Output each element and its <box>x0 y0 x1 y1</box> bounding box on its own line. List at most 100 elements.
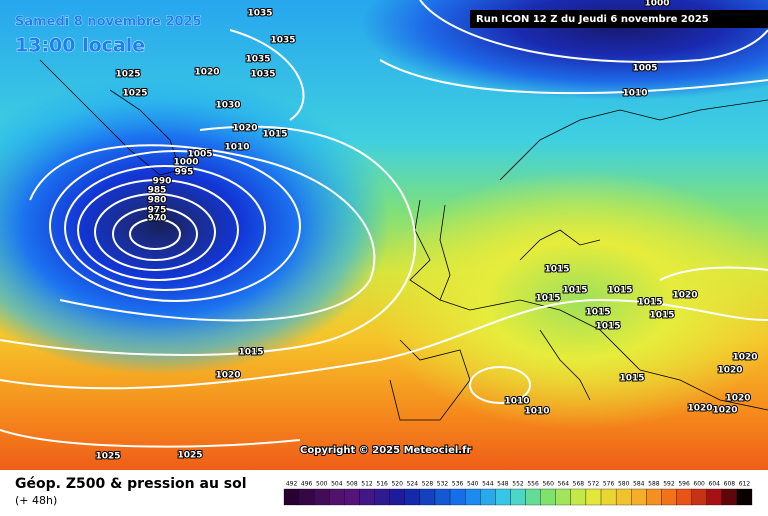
footer-title: Géop. Z500 & pression au sol <box>15 476 247 492</box>
scale-swatch <box>691 488 707 506</box>
scale-swatch <box>510 488 526 506</box>
isobar-label: 1000 <box>644 0 669 9</box>
scale-label: 580 <box>618 481 630 488</box>
scale-swatch <box>314 488 330 506</box>
scale-label: 524 <box>407 481 419 488</box>
scale-swatch <box>283 488 300 506</box>
scale-label: 500 <box>316 481 328 488</box>
isobar-label: 975 <box>148 206 167 216</box>
scale-swatch <box>676 488 692 506</box>
scale-swatch <box>329 488 345 506</box>
isobar-label: 985 <box>148 186 167 196</box>
isobar-label: 1015 <box>585 308 610 318</box>
scale-label: 560 <box>542 481 554 488</box>
footer-lead: (+ 48h) <box>15 494 57 507</box>
scale-label: 516 <box>376 481 388 488</box>
isobars <box>0 0 768 447</box>
scale-swatch <box>721 488 738 506</box>
isobar-label: 1020 <box>215 371 240 381</box>
isobar-label: 1015 <box>637 298 662 308</box>
isobar-label: 1020 <box>232 124 257 134</box>
isobar-label: 1010 <box>224 143 249 153</box>
isobar-label: 1025 <box>122 89 147 99</box>
scale-label: 548 <box>497 481 509 488</box>
scale-swatch <box>404 488 421 506</box>
scale-swatch <box>389 488 405 506</box>
isobar-label: 990 <box>153 177 172 187</box>
scale-swatch <box>495 488 511 506</box>
isobar-label: 1015 <box>607 286 632 296</box>
scale-label: 544 <box>482 481 494 488</box>
isobar-label: 1020 <box>717 366 742 376</box>
scale-label: 520 <box>391 481 403 488</box>
scale-swatch <box>525 488 541 506</box>
isobar-label: 1015 <box>595 322 620 332</box>
isobar-label: 1005 <box>187 150 212 160</box>
isobar-label: 1020 <box>687 404 712 414</box>
isobar-label: 1035 <box>245 55 270 65</box>
scale-label: 536 <box>452 481 464 488</box>
isobar-label: 1015 <box>619 374 644 384</box>
isobar-label: 1010 <box>504 397 529 407</box>
scale-swatch <box>585 488 602 506</box>
scale-label: 564 <box>558 481 570 488</box>
isobar-label: 1030 <box>215 101 240 111</box>
isobar-label: 1025 <box>115 70 140 80</box>
isobar-label: 1025 <box>95 452 120 462</box>
scale-label: 588 <box>648 481 660 488</box>
isobar-label: 1020 <box>194 68 219 78</box>
isobar-label: 1020 <box>732 353 757 363</box>
isobar-label: 1015 <box>238 348 263 358</box>
scale-label: 612 <box>739 481 751 488</box>
scale-label: 512 <box>361 481 373 488</box>
isobar-label: 1010 <box>622 89 647 99</box>
isobar-label: 995 <box>175 168 194 178</box>
scale-swatch <box>419 488 436 506</box>
isobar-label: 1010 <box>524 407 549 417</box>
run-box <box>470 10 768 28</box>
scale-label: 496 <box>301 481 313 488</box>
scale-swatch <box>570 488 587 506</box>
scale-label: 568 <box>573 481 585 488</box>
scale-swatch <box>555 488 571 506</box>
scale-swatch <box>661 488 677 506</box>
copyright: Copyright © 2025 Meteociel.fr <box>300 445 471 456</box>
coastlines <box>39 59 768 421</box>
isobar-label: 1025 <box>177 451 202 461</box>
scale-label: 532 <box>437 481 449 488</box>
scale-swatch <box>736 488 753 506</box>
isobar-label: 1015 <box>535 294 560 304</box>
scale-label: 600 <box>693 481 705 488</box>
isobar-label: 1015 <box>562 286 587 296</box>
time-text: 13:00 locale <box>15 35 145 57</box>
isobar-label: 970 <box>148 214 167 224</box>
run-text: Run ICON 12 Z du Jeudi 6 novembre 2025 <box>476 14 709 25</box>
scale-swatch <box>298 488 315 506</box>
scale-label: 572 <box>588 481 600 488</box>
isobar-label: 1035 <box>250 70 275 80</box>
date-text: Samedi 8 novembre 2025 <box>15 15 202 30</box>
isobar-label: 1015 <box>262 130 287 140</box>
scale-swatch <box>434 488 451 506</box>
scale-label: 540 <box>467 481 479 488</box>
isobar-label: 1005 <box>632 64 657 74</box>
scale-swatch <box>449 488 466 506</box>
scale-label: 596 <box>678 481 690 488</box>
scale-swatch <box>540 488 556 506</box>
scale-label: 584 <box>633 481 645 488</box>
isobar-label: 1020 <box>672 291 697 301</box>
scale-label: 576 <box>603 481 615 488</box>
scale-swatch <box>344 488 360 506</box>
scale-swatch <box>480 488 496 506</box>
europe-field <box>370 170 768 430</box>
scale-label: 504 <box>331 481 343 488</box>
isobar-label: 1000 <box>173 158 198 168</box>
isobar-label: 1020 <box>725 394 750 404</box>
isobar-label: 1015 <box>649 311 674 321</box>
scale-swatch <box>615 488 632 506</box>
colorbar: 492 496 500 504 508 512 516 520 524 528 532 536 540 5… <box>283 481 753 506</box>
isobar-label: 1015 <box>544 265 569 275</box>
scale-swatch <box>600 488 617 506</box>
